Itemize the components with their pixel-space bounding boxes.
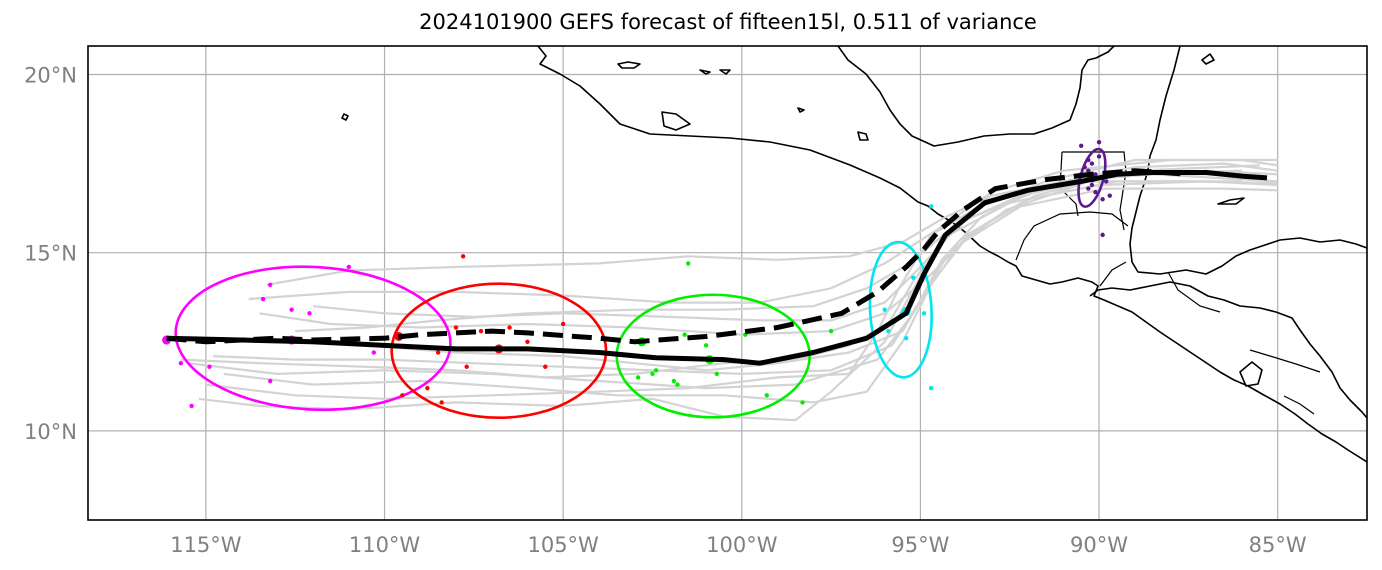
member-point-magenta (371, 350, 377, 355)
member-track (312, 164, 1260, 322)
pacific-islands (341, 53, 1263, 387)
member-point-green (650, 371, 655, 377)
y-tick-label: 20°N (24, 64, 77, 88)
member-point-magenta (260, 296, 266, 302)
member-point-red (425, 385, 430, 391)
member-point-magenta (178, 360, 184, 366)
gulf-coast (837, 46, 1115, 147)
member-point-cyan (911, 275, 916, 280)
yucatan-east-coast (1129, 46, 1367, 275)
member-point-green (714, 371, 719, 377)
member-track (266, 187, 1278, 372)
member-point-purple (1107, 193, 1112, 198)
member-point-purple (1096, 140, 1102, 145)
map-title: 2024101900 GEFS forecast of fifteen15l, … (419, 10, 1037, 34)
mexico-pacific-coast (537, 46, 1367, 463)
member-point-red (478, 328, 484, 334)
member-point-red (464, 364, 469, 369)
uncertainty-ellipses (174, 147, 1107, 420)
gulf-of-fonseca-coast (1089, 281, 1367, 419)
x-tick-label: 95°W (891, 533, 949, 557)
member-track (180, 180, 1278, 379)
border-central-america (1015, 211, 1321, 415)
member-point-purple (1100, 232, 1105, 238)
member-point-cyan (928, 204, 934, 209)
member-point-green (828, 328, 834, 334)
member-point-cyan (882, 307, 887, 312)
member-point-red (543, 364, 548, 369)
member-point-magenta (189, 403, 194, 409)
member-point-cyan (903, 336, 909, 341)
member-track (248, 158, 1278, 304)
member-point-green (671, 378, 677, 384)
member-point-purple (1089, 161, 1095, 166)
member-point-green (653, 368, 659, 373)
member-track (266, 173, 1278, 286)
member-point-magenta (346, 264, 352, 270)
member-point-green (682, 332, 687, 337)
member-point-purple (1089, 182, 1095, 188)
member-point-purple (1082, 164, 1087, 170)
member-point-green (703, 343, 709, 348)
member-point-green (800, 400, 805, 405)
member-positions (162, 140, 1112, 409)
member-point-cyan (928, 385, 934, 391)
ellipse-cyan (868, 240, 933, 379)
ellipse-magenta (174, 265, 452, 412)
member-point-red (507, 325, 512, 330)
member-point-magenta (268, 378, 273, 384)
member-point-purple (1078, 143, 1084, 148)
member-point-magenta (268, 282, 273, 287)
member-point-red (460, 254, 466, 259)
member-point-purple (1093, 189, 1098, 195)
member-point-purple (1103, 179, 1109, 184)
member-point-green (675, 382, 680, 387)
member-point-green (686, 261, 691, 266)
member-point-purple (1086, 186, 1091, 191)
member-point-magenta (307, 311, 312, 316)
member-point-magenta (289, 307, 294, 312)
member-point-purple (1086, 168, 1091, 173)
graticule (88, 46, 1367, 520)
member-point-red (525, 339, 530, 345)
x-tick-label: 105°W (527, 533, 599, 557)
member-point-purple (1086, 157, 1091, 163)
mean-tracks (166, 168, 1268, 366)
member-point-red (439, 400, 444, 405)
x-tick-label: 115°W (170, 533, 242, 557)
x-tick-label: 110°W (349, 533, 421, 557)
y-tick-label: 10°N (24, 420, 77, 444)
member-point-green (764, 393, 769, 398)
coastline (341, 46, 1367, 463)
member-point-red (453, 325, 459, 330)
ensemble-member-tracks (180, 158, 1278, 422)
member-point-purple (1096, 154, 1102, 159)
member-point-purple (1100, 197, 1105, 202)
member-track (212, 169, 1278, 375)
member-track (295, 173, 1242, 333)
member-track (187, 162, 1278, 390)
member-point-magenta (207, 364, 212, 369)
plot-frame (87, 45, 1368, 521)
x-tick-label: 85°W (1249, 533, 1307, 557)
member-point-green (635, 375, 641, 380)
member-point-cyan (886, 328, 891, 334)
member-point-cyan (921, 311, 927, 316)
y-tick-label: 15°N (24, 242, 77, 266)
axis-ticks: 115°W 110°W 105°W 100°W 95°W 90°W 85°W 20°N 15°N… (24, 64, 1307, 557)
mean-track-dashed (166, 168, 1189, 345)
member-point-red (400, 393, 405, 398)
member-point-red (435, 350, 441, 355)
member-point-red (560, 321, 566, 327)
mean-track-solid (166, 170, 1268, 366)
x-tick-label: 90°W (1070, 533, 1128, 557)
x-tick-label: 100°W (706, 533, 778, 557)
